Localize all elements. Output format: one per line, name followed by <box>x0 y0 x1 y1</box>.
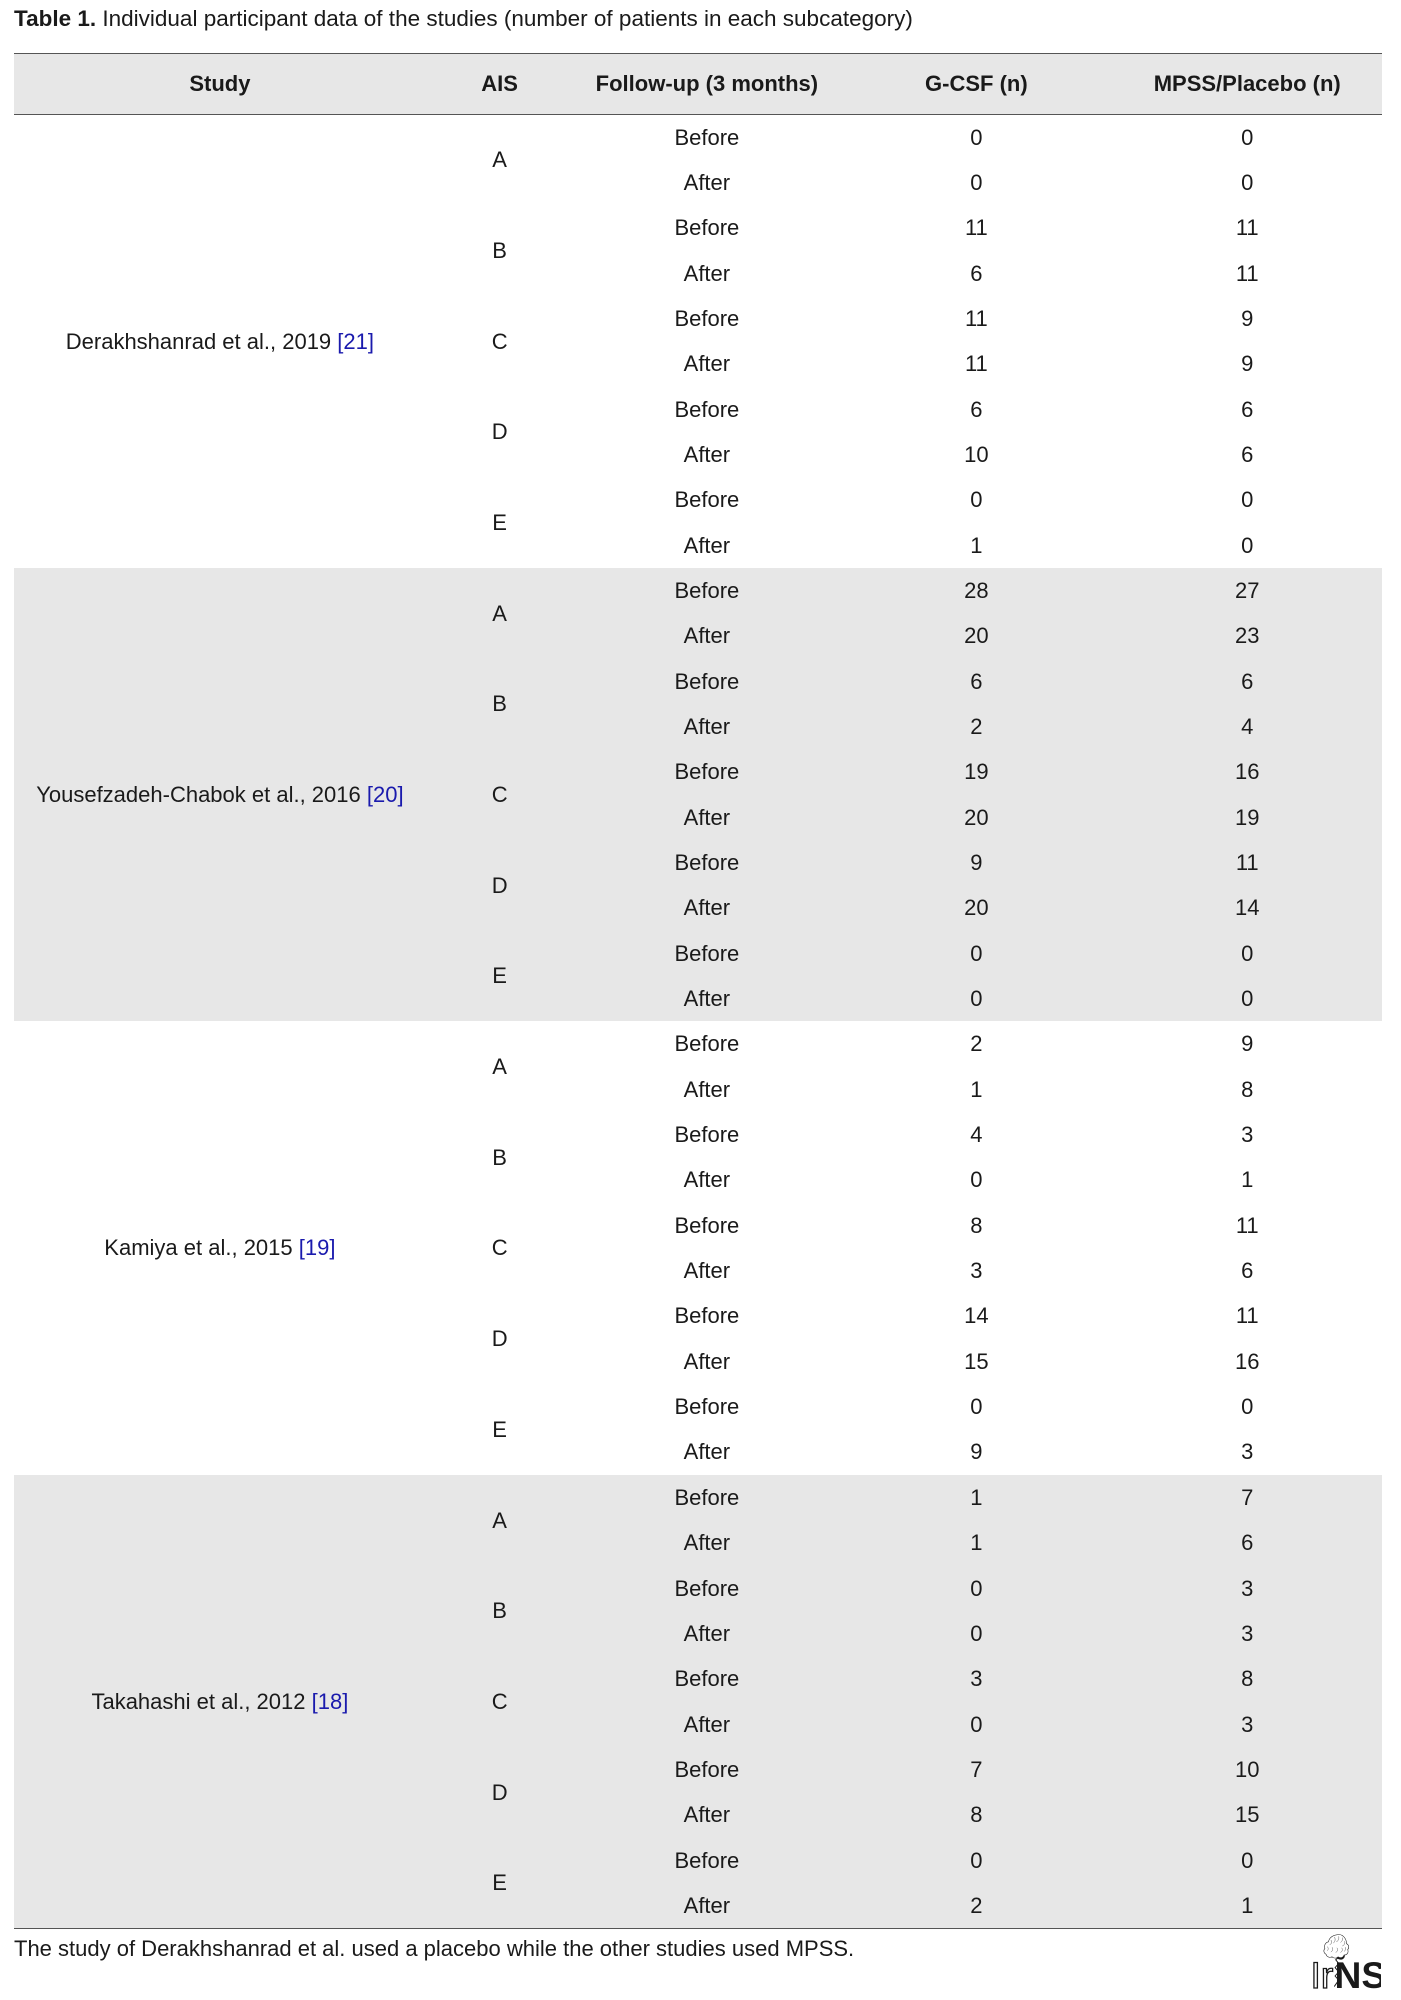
svg-text:Ir: Ir <box>1311 1954 1334 1991</box>
